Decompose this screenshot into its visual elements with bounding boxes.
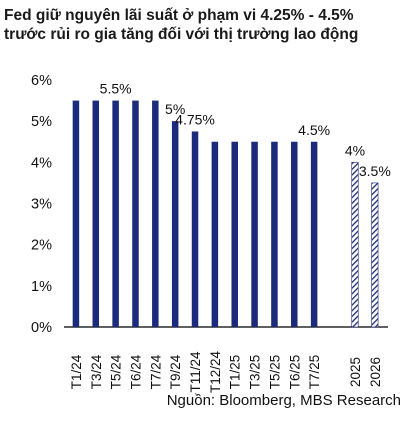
- x-tick-label: T6/24: [128, 354, 143, 389]
- chart-title-line-1: Fed giữ nguyên lãi suất ở phạm vi 4.25% …: [4, 7, 354, 24]
- x-tick-label: T5/25: [267, 355, 282, 390]
- data-label: 4.75%: [175, 111, 215, 127]
- y-tick-label: 4%: [31, 155, 52, 171]
- x-tick-label: T9/24: [168, 354, 183, 389]
- x-tick-label: T6/25: [287, 355, 302, 390]
- bar: [152, 100, 159, 327]
- forecast-bar: [351, 162, 359, 328]
- x-tick-label: T12/24: [208, 350, 223, 393]
- bar: [291, 141, 298, 327]
- y-tick-label: 1%: [31, 279, 52, 295]
- x-tick-label: 2026: [368, 357, 383, 387]
- data-label: 4%: [345, 142, 365, 158]
- y-tick-label: 5%: [31, 114, 52, 130]
- bar: [132, 100, 139, 327]
- bar: [171, 121, 179, 328]
- y-tick-label: 0%: [31, 320, 52, 336]
- bar: [72, 100, 80, 327]
- source-note: Nguồn: Bloomberg, MBS Research: [166, 392, 401, 409]
- forecast-bar: [371, 182, 379, 328]
- data-label: 4.5%: [298, 122, 330, 138]
- bar: [310, 141, 318, 327]
- plot-area: 0% 1% 2% 3% 4% 5% 6% T1/24 T3/24 T5/24 T6/24 T7/24 T…: [31, 73, 391, 393]
- x-tick-label: 2025: [348, 357, 363, 387]
- x-tick-label: T3/25: [248, 355, 263, 390]
- x-tick-label: T7/25: [307, 355, 322, 390]
- bar: [251, 141, 258, 327]
- bar: [211, 141, 219, 327]
- y-tick-label: 2%: [31, 238, 52, 254]
- data-label: 3.5%: [359, 163, 391, 179]
- bar: [191, 131, 199, 327]
- x-tick-label: T5/24: [109, 354, 124, 389]
- x-tick-label: T1/25: [228, 355, 243, 390]
- y-tick-label: 6%: [31, 73, 52, 89]
- y-tick-label: 3%: [31, 197, 52, 213]
- bar: [92, 100, 100, 327]
- chart-title-line-2: trước rủi ro gia tăng đối với thị trường…: [4, 26, 359, 43]
- x-tick-label: T11/24: [188, 351, 203, 393]
- data-label: 5.5%: [100, 81, 132, 97]
- x-tick-label: T7/24: [148, 354, 163, 389]
- bar: [112, 100, 119, 327]
- bar: [231, 141, 238, 327]
- chart-title: Fed giữ nguyên lãi suất ở phạm vi 4.25% …: [4, 6, 412, 44]
- data-label: 5%: [165, 101, 185, 117]
- x-tick-label: T3/24: [89, 354, 104, 389]
- x-tick-label: T1/24: [69, 354, 84, 389]
- bar: [271, 141, 278, 327]
